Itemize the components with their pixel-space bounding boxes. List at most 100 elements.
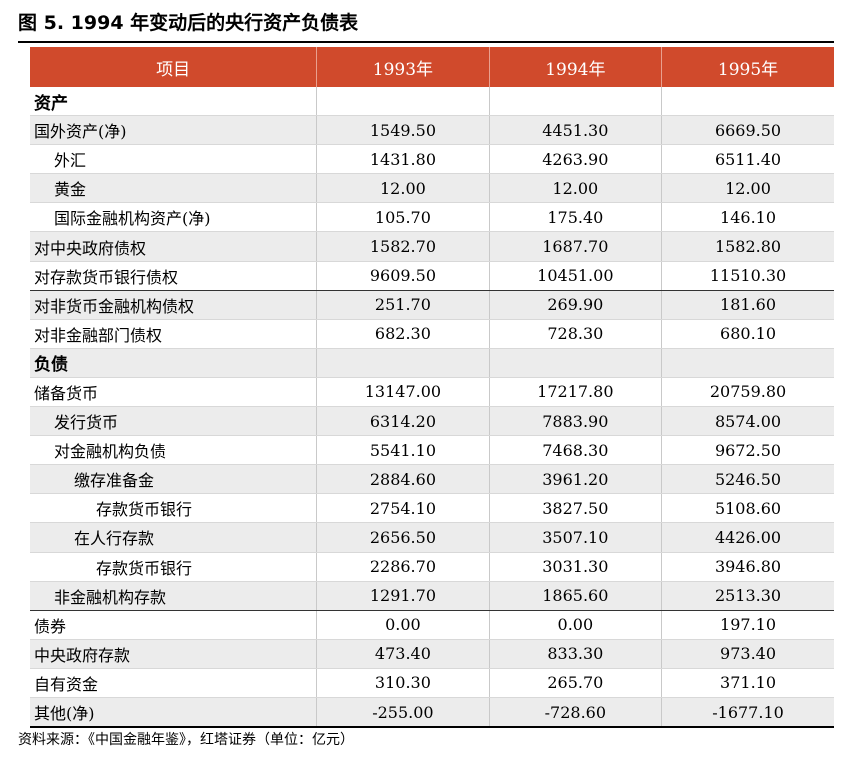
value-1995: 12.00: [661, 173, 834, 204]
table-row: 自有资金 310.30 265.70 371.10: [30, 668, 834, 698]
header-row: 项目 1993年 1994年 1995年: [30, 47, 834, 87]
value-1995: 6511.40: [661, 144, 834, 175]
value-1993: 0.00: [316, 610, 490, 640]
value-1993: 1431.80: [316, 144, 490, 175]
row-label: 在人行存款: [30, 522, 318, 553]
value-1994: 269.90: [489, 290, 663, 320]
table-row: 对非货币金融机构债权 251.70 269.90 181.60: [30, 290, 834, 320]
value-1993: 473.40: [316, 639, 490, 669]
value-1993: 9609.50: [316, 261, 490, 291]
value-1995: 371.10: [661, 668, 834, 698]
table-row: 黄金 12.00 12.00 12.00: [30, 173, 834, 204]
value-1994: 7883.90: [489, 406, 663, 437]
value-1995: [661, 348, 834, 378]
row-label: 国外资产(净): [30, 115, 318, 146]
value-1995: 8574.00: [661, 406, 834, 437]
balance-sheet-table: 项目 1993年 1994年 1995年 资产 国外资产(净) 1549.50 445…: [30, 47, 834, 729]
value-1994: 3507.10: [489, 522, 663, 553]
row-label: 对中央政府债权: [30, 231, 318, 262]
value-1995: 197.10: [661, 610, 834, 640]
row-label: 对非货币金融机构债权: [30, 290, 318, 320]
value-1994: 175.40: [489, 202, 663, 233]
row-label: 负债: [30, 348, 318, 378]
value-1994: 10451.00: [489, 261, 663, 291]
value-1993: 310.30: [316, 668, 490, 698]
header-1993: 1993年: [316, 47, 490, 87]
row-label: 国际金融机构资产(净): [30, 202, 318, 233]
value-1994: [489, 348, 663, 378]
row-label: 存款货币银行: [30, 493, 318, 524]
table-row: 对金融机构负债 5541.10 7468.30 9672.50: [30, 435, 834, 466]
value-1993: 105.70: [316, 202, 490, 233]
value-1993: 1291.70: [316, 581, 490, 611]
row-label: 其他(净): [30, 697, 318, 729]
row-label: 中央政府存款: [30, 639, 318, 669]
table-row: 缴存准备金 2884.60 3961.20 5246.50: [30, 464, 834, 495]
value-1994: 1865.60: [489, 581, 663, 611]
table-row: 在人行存款 2656.50 3507.10 4426.00: [30, 522, 834, 553]
value-1993: 682.30: [316, 319, 490, 349]
row-label: 黄金: [30, 173, 318, 204]
table-row: 债券 0.00 0.00 197.10: [30, 610, 834, 640]
table-row: 外汇 1431.80 4263.90 6511.40: [30, 144, 834, 175]
value-1994: 3827.50: [489, 493, 663, 524]
value-1994: 1687.70: [489, 231, 663, 262]
row-label: 非金融机构存款: [30, 581, 318, 611]
table-row: 非金融机构存款 1291.70 1865.60 2513.30: [30, 581, 834, 611]
value-1995: 1582.80: [661, 231, 834, 262]
value-1994: 728.30: [489, 319, 663, 349]
row-label: 资产: [30, 87, 318, 117]
value-1995: [661, 87, 834, 117]
source-note: 资料来源：《中国金融年鉴》，红塔证券（单位：亿元）: [18, 732, 354, 748]
value-1993: 13147.00: [316, 377, 490, 408]
table-row: 存款货币银行 2286.70 3031.30 3946.80: [30, 552, 834, 582]
value-1995: 2513.30: [661, 581, 834, 611]
section-row: 资产: [30, 87, 834, 117]
table-row: 国际金融机构资产(净) 105.70 175.40 146.10: [30, 202, 834, 233]
row-label: 债券: [30, 610, 318, 640]
row-label: 对存款货币银行债权: [30, 261, 318, 291]
value-1995: 9672.50: [661, 435, 834, 466]
section-row: 负债: [30, 348, 834, 378]
value-1995: 146.10: [661, 202, 834, 233]
value-1994: 7468.30: [489, 435, 663, 466]
value-1993: 1582.70: [316, 231, 490, 262]
value-1993: 1549.50: [316, 115, 490, 146]
value-1995: 5246.50: [661, 464, 834, 495]
row-label: 对金融机构负债: [30, 435, 318, 466]
figure-title: 图 5. 1994 年变动后的央行资产负债表: [18, 12, 359, 34]
value-1994: 833.30: [489, 639, 663, 669]
value-1993: 251.70: [316, 290, 490, 320]
value-1995: 11510.30: [661, 261, 834, 291]
value-1994: 3031.30: [489, 552, 663, 582]
value-1995: 20759.80: [661, 377, 834, 408]
value-1993: 2884.60: [316, 464, 490, 495]
row-label: 对非金融部门债权: [30, 319, 318, 349]
value-1994: [489, 87, 663, 117]
value-1993: 2656.50: [316, 522, 490, 553]
table-row: 对存款货币银行债权 9609.50 10451.00 11510.30: [30, 261, 834, 291]
value-1994: 3961.20: [489, 464, 663, 495]
row-label: 外汇: [30, 144, 318, 175]
title-rule: [18, 41, 834, 43]
table-row: 储备货币 13147.00 17217.80 20759.80: [30, 377, 834, 408]
table-row: 国外资产(净) 1549.50 4451.30 6669.50: [30, 115, 834, 146]
value-1994: 4263.90: [489, 144, 663, 175]
value-1993: -255.00: [316, 697, 490, 729]
header-1995: 1995年: [661, 47, 834, 87]
value-1993: 2754.10: [316, 493, 490, 524]
value-1993: 6314.20: [316, 406, 490, 437]
value-1994: 17217.80: [489, 377, 663, 408]
value-1994: 12.00: [489, 173, 663, 204]
value-1995: 181.60: [661, 290, 834, 320]
row-label: 储备货币: [30, 377, 318, 408]
value-1994: 0.00: [489, 610, 663, 640]
value-1995: 680.10: [661, 319, 834, 349]
value-1994: -728.60: [489, 697, 663, 729]
value-1995: 3946.80: [661, 552, 834, 582]
table-row: 存款货币银行 2754.10 3827.50 5108.60: [30, 493, 834, 524]
value-1995: 973.40: [661, 639, 834, 669]
value-1995: 6669.50: [661, 115, 834, 146]
row-label: 存款货币银行: [30, 552, 318, 582]
value-1993: [316, 87, 490, 117]
